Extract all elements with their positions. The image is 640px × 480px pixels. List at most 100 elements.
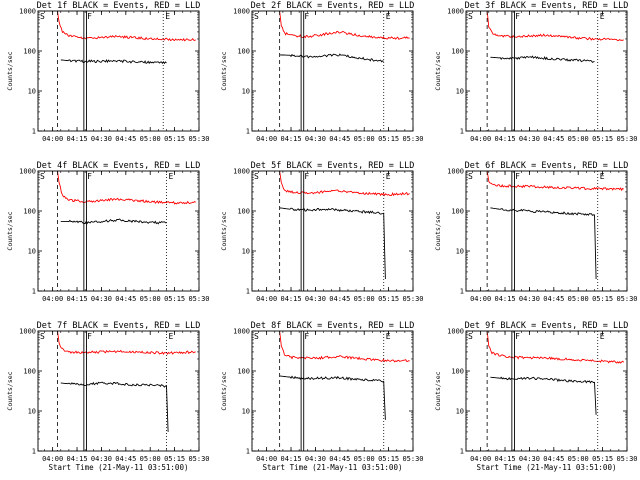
y-tick-label: 1 <box>32 288 36 296</box>
y-tick-label: 1 <box>246 448 250 456</box>
x-tick-label: 05:30 <box>616 295 637 303</box>
x-tick-label: 04:45 <box>543 135 564 143</box>
y-tick-label: 1000 <box>447 8 464 16</box>
marker-label-f: F <box>87 172 92 181</box>
x-tick-label: 04:30 <box>519 295 540 303</box>
x-tick-label: 04:45 <box>329 295 350 303</box>
panel-4: Det 4f BLACK = Events, RED = LLD Counts/s… <box>6 161 210 303</box>
y-tick-label: 1000 <box>447 328 464 336</box>
x-tick-label: 05:30 <box>188 295 209 303</box>
x-tick-label: 04:15 <box>66 295 87 303</box>
panel-7: Det 7f BLACK = Events, RED = LLD Counts/s… <box>6 321 210 472</box>
x-tick-label: 04:45 <box>543 455 564 463</box>
panel-title: Det 9f BLACK = Events, RED = LLD <box>465 321 629 331</box>
x-tick-label: 04:45 <box>329 455 350 463</box>
x-tick-label: 04:15 <box>280 135 301 143</box>
panel-2: Det 2f BLACK = Events, RED = LLD Counts/s… <box>220 1 424 143</box>
x-tick-label: 04:30 <box>91 135 112 143</box>
x-tick-label: 04:30 <box>305 455 326 463</box>
y-tick-label: 1 <box>460 128 464 136</box>
panel-3: Det 3f BLACK = Events, RED = LLD Counts/s… <box>434 1 638 143</box>
marker-label-f: F <box>87 12 92 21</box>
marker-label-e: E <box>600 172 605 181</box>
x-tick-label: 04:45 <box>543 295 564 303</box>
x-tick-label: 05:00 <box>140 455 161 463</box>
panel-8: Det 8f BLACK = Events, RED = LLD Counts/s… <box>220 321 424 472</box>
plot-frame <box>251 10 414 132</box>
x-tick-label: 05:30 <box>616 455 637 463</box>
x-axis-label: Start Time (21-May-11 03:51:00) <box>49 463 189 472</box>
x-tick-label: 05:00 <box>354 135 375 143</box>
y-tick-label: 1 <box>460 448 464 456</box>
marker-label-s: S <box>254 12 259 21</box>
y-tick-label: 10 <box>28 88 36 96</box>
x-tick-label: 05:00 <box>140 135 161 143</box>
plot-frame <box>251 330 414 452</box>
x-tick-label: 05:00 <box>568 455 589 463</box>
y-tick-label: 1000 <box>233 328 250 336</box>
x-tick-label: 04:15 <box>494 295 515 303</box>
y-tick-label: 1000 <box>447 168 464 176</box>
y-tick-label: 10 <box>28 248 36 256</box>
y-tick-label: 100 <box>451 368 464 376</box>
marker-label-f: F <box>304 332 309 341</box>
y-tick-label: 100 <box>451 48 464 56</box>
series-lld-line <box>486 170 624 192</box>
marker-label-s: S <box>468 12 473 21</box>
y-tick-label: 10 <box>456 408 464 416</box>
marker-label-e: E <box>600 12 605 21</box>
marker-label-e: E <box>168 172 173 181</box>
x-tick-label: 05:00 <box>354 455 375 463</box>
panel-5: Det 5f BLACK = Events, RED = LLD Counts/s… <box>220 161 424 303</box>
x-tick-label: 04:15 <box>494 135 515 143</box>
y-tick-label: 1 <box>246 128 250 136</box>
marker-label-e: E <box>600 332 605 341</box>
panel-title: Det 4f BLACK = Events, RED = LLD <box>37 161 201 171</box>
y-tick-label: 100 <box>237 368 250 376</box>
x-tick-label: 04:15 <box>280 455 301 463</box>
plot-frame <box>37 170 200 292</box>
series-events-line <box>490 376 597 415</box>
panel-title: Det 1f BLACK = Events, RED = LLD <box>37 1 201 11</box>
series-lld-line <box>57 330 196 355</box>
panel-1: Det 1f BLACK = Events, RED = LLD Counts/s… <box>6 1 210 143</box>
marker-label-s: S <box>254 332 259 341</box>
panel-title: Det 7f BLACK = Events, RED = LLD <box>37 321 201 331</box>
y-tick-label: 10 <box>456 248 464 256</box>
x-tick-label: 05:00 <box>140 295 161 303</box>
plot-frame <box>465 10 628 132</box>
y-tick-label: 1000 <box>233 168 250 176</box>
panel-6: Det 6f BLACK = Events, RED = LLD Counts/s… <box>434 161 638 303</box>
panel-title: Det 8f BLACK = Events, RED = LLD <box>251 321 415 331</box>
series-lld-line <box>486 10 624 42</box>
y-tick-label: 1 <box>460 288 464 296</box>
x-tick-label: 05:30 <box>188 135 209 143</box>
marker-label-s: S <box>468 172 473 181</box>
x-tick-label: 04:00 <box>42 455 63 463</box>
series-events-line <box>60 218 167 225</box>
y-tick-label: 10 <box>456 88 464 96</box>
marker-label-f: F <box>87 332 92 341</box>
x-tick-label: 05:00 <box>354 295 375 303</box>
x-tick-label: 05:15 <box>592 295 613 303</box>
marker-label-f: F <box>304 12 309 21</box>
x-tick-label: 04:30 <box>305 135 326 143</box>
series-events-line <box>60 58 167 65</box>
y-tick-label: 100 <box>451 208 464 216</box>
x-tick-label: 05:15 <box>378 455 399 463</box>
plot-frame <box>251 170 414 292</box>
series-events-line <box>490 207 597 280</box>
y-axis-label: Counts/sec <box>220 371 228 410</box>
plot-frame <box>37 330 200 452</box>
x-tick-label: 04:45 <box>115 455 136 463</box>
y-axis-label: Counts/sec <box>220 211 228 250</box>
marker-label-s: S <box>40 172 45 181</box>
y-tick-label: 1000 <box>19 328 36 336</box>
x-tick-label: 04:00 <box>470 455 491 463</box>
x-tick-label: 04:00 <box>256 295 277 303</box>
y-axis-label: Counts/sec <box>434 51 442 90</box>
x-tick-label: 04:15 <box>66 135 87 143</box>
series-events-line <box>279 53 384 63</box>
x-tick-label: 04:30 <box>91 295 112 303</box>
y-tick-label: 1000 <box>19 168 36 176</box>
